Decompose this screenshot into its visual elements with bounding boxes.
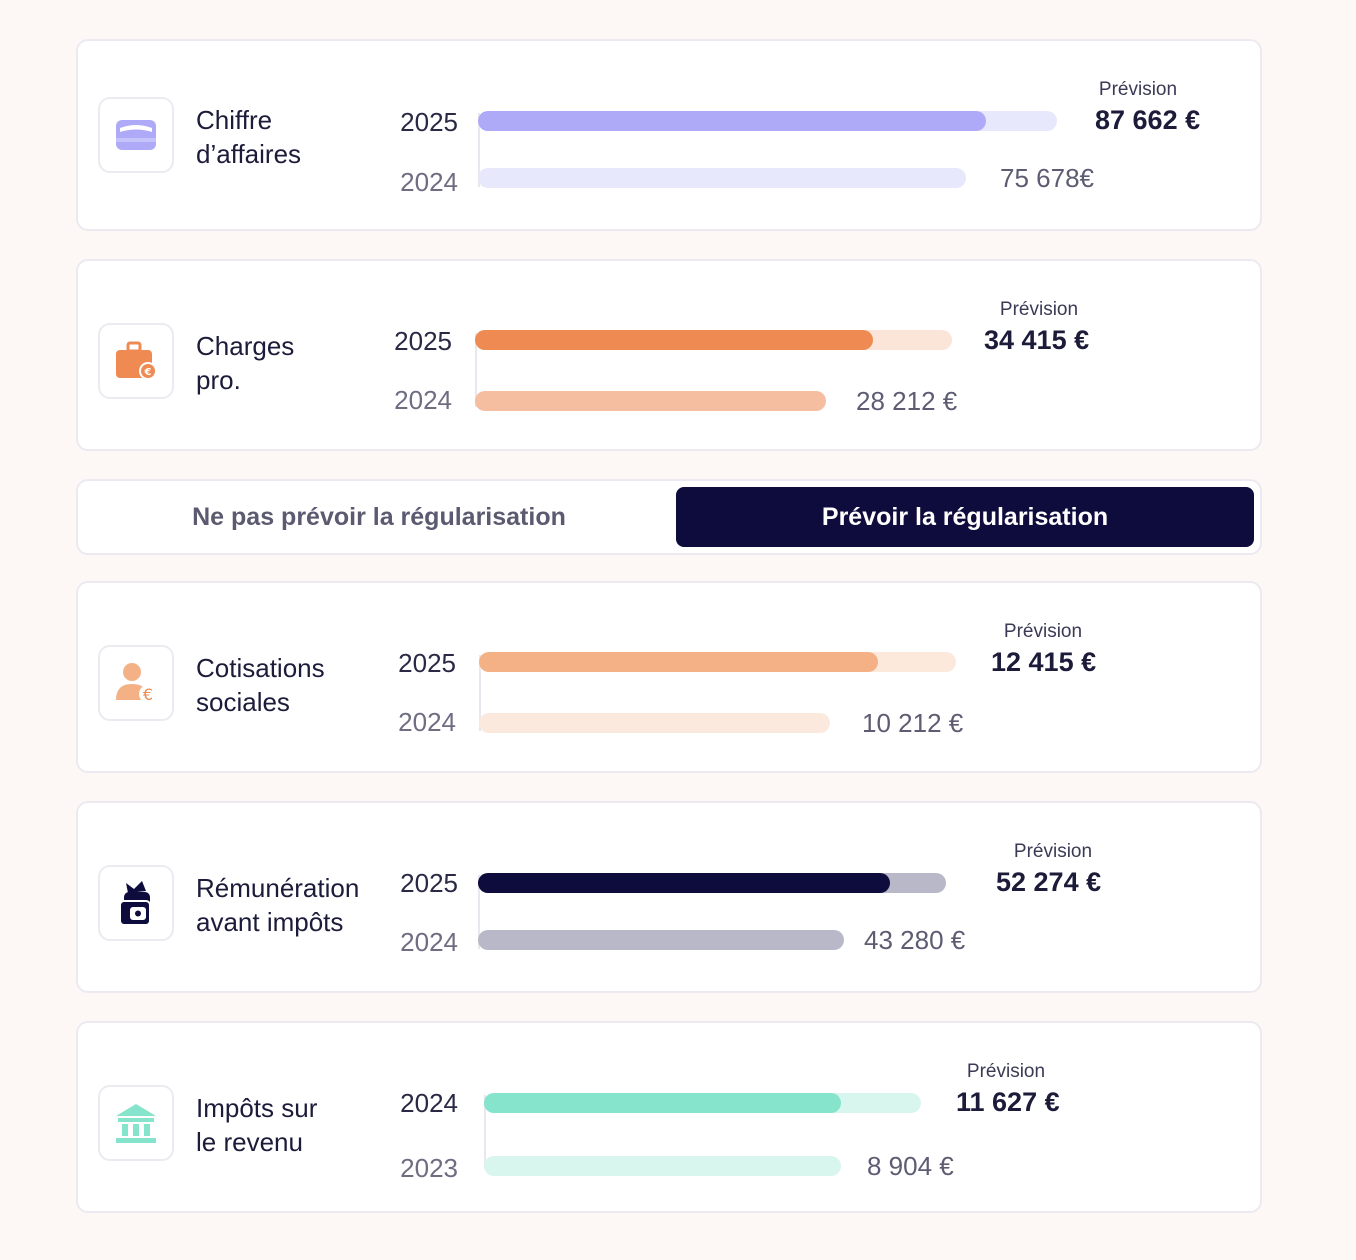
forecast-value: 87 662 € — [1095, 105, 1201, 135]
forecast-value: 34 415 € — [984, 325, 1090, 355]
bar-axis — [478, 113, 480, 187]
label-line-1: Impôts sur — [196, 1093, 318, 1123]
briefcase-icon-box: € — [98, 323, 174, 399]
bar-axis — [478, 875, 480, 949]
briefcase-euro-icon: € — [116, 341, 157, 380]
year-current: 2025 — [394, 326, 452, 356]
card-chiffre-affaires: Chiffre d’affaires 2025 2024 Prévision 8… — [76, 39, 1262, 231]
previous-year-bar — [478, 930, 844, 950]
bank-icon-box — [98, 1085, 174, 1161]
label-line-1: Chiffre — [196, 105, 273, 135]
forecast-value: 11 627 € — [956, 1087, 1060, 1117]
previous-value: 8 904 € — [867, 1151, 954, 1181]
forecast-bar-current — [475, 330, 873, 350]
previous-value: 28 212 € — [856, 386, 958, 416]
card-label: Cotisations sociales — [196, 651, 386, 719]
money-bag-icon-box — [98, 865, 174, 941]
year-previous: 2024 — [394, 385, 452, 415]
previous-year-bar — [478, 168, 966, 188]
previous-year-bar — [484, 1156, 841, 1176]
previous-value: 10 212 € — [862, 708, 964, 738]
prevision-label: Prévision — [1003, 621, 1083, 642]
card-label: Charges pro. — [196, 329, 386, 397]
forecast-bar-current — [479, 652, 878, 672]
label-line-2: le revenu — [196, 1127, 303, 1157]
forecast-value: 12 415 € — [991, 647, 1097, 677]
label-line-2: d’affaires — [196, 139, 302, 169]
prevision-label: Prévision — [966, 1061, 1046, 1082]
svg-text:€: € — [144, 367, 152, 378]
year-current: 2024 — [400, 1088, 458, 1118]
prevision-label: Prévision — [999, 299, 1079, 320]
year-current: 2025 — [400, 868, 458, 898]
bar-axis — [479, 655, 481, 731]
label-line-2: sociales — [196, 687, 290, 717]
wallet-icon — [116, 120, 156, 150]
person-icon-box: € — [98, 645, 174, 721]
label-line-2: avant impôts — [196, 907, 344, 937]
previous-value: 43 280 € — [864, 925, 966, 955]
previous-year-bar — [475, 391, 826, 411]
year-previous: 2024 — [400, 927, 458, 957]
year-previous: 2024 — [398, 707, 456, 737]
bar-axis — [484, 1095, 486, 1169]
year-current: 2025 — [400, 107, 458, 137]
year-previous: 2023 — [400, 1153, 458, 1183]
prevision-label: Prévision — [1098, 79, 1178, 100]
label-line-1: Cotisations — [196, 653, 325, 683]
forecast-bar-current — [484, 1093, 841, 1113]
card-impots-revenu: Impôts sur le revenu 2024 2023 Prévision… — [76, 1021, 1262, 1213]
card-remuneration: Rémunération avant impôts 2025 2024 Prév… — [76, 801, 1262, 993]
wallet-icon-box — [98, 97, 174, 173]
year-current: 2025 — [398, 648, 456, 678]
forecast-value: 52 274 € — [996, 867, 1102, 897]
card-charges-pro: € Charges pro. 2025 2024 Prévision 34 41… — [76, 259, 1262, 451]
card-cotisations-sociales: € Cotisations sociales 2025 2024 Prévisi… — [76, 581, 1262, 773]
card-label: Impôts sur le revenu — [196, 1091, 386, 1159]
toggle-option-ne-pas-prevoir[interactable]: Ne pas prévoir la régularisation — [192, 502, 566, 531]
prevision-label: Prévision — [1013, 841, 1093, 862]
forecast-bar-current — [478, 111, 986, 131]
label-line-1: Charges — [196, 331, 295, 361]
forecast-bar-current — [478, 873, 890, 893]
money-bag-icon — [119, 881, 151, 926]
regularisation-toggle: Ne pas prévoir la régularisation Prévoir… — [76, 479, 1262, 555]
previous-year-bar — [479, 713, 830, 733]
label-line-2: pro. — [196, 365, 241, 395]
bank-icon — [116, 1104, 156, 1143]
bar-axis — [475, 333, 477, 407]
year-previous: 2024 — [400, 167, 458, 197]
card-label: Chiffre d’affaires — [196, 103, 386, 171]
person-euro-icon: € — [116, 663, 157, 704]
toggle-option-prevoir[interactable]: Prévoir la régularisation — [676, 487, 1254, 547]
svg-text:€: € — [143, 685, 153, 704]
previous-value: 75 678€ — [1000, 163, 1094, 193]
label-line-1: Rémunération — [196, 873, 360, 903]
card-label: Rémunération avant impôts — [196, 871, 386, 939]
